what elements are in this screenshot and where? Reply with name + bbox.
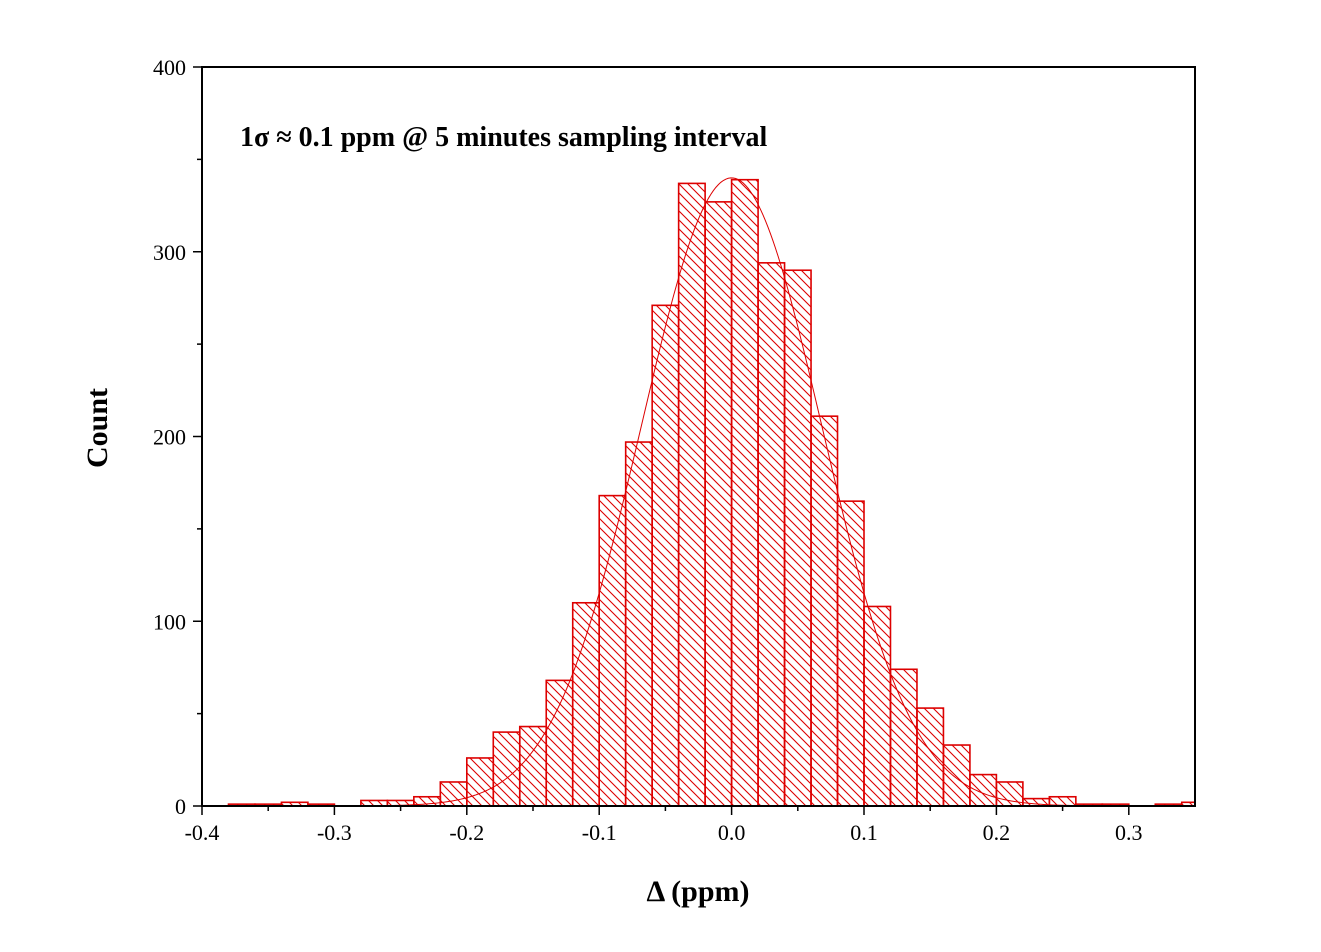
histogram-bar-14: [624, 441, 653, 806]
histogram-bar-8: [465, 757, 495, 806]
histogram-bar-11: [545, 679, 574, 806]
y-tick-label: 100: [153, 609, 186, 634]
histogram-bar-24: [889, 668, 918, 806]
x-axis-title: Δ (ppm): [647, 875, 750, 908]
histogram-bar-16: [677, 182, 706, 806]
sigma-annotation: 1σ ≈ 0.1 ppm @ 5 minutes sampling interv…: [240, 122, 767, 153]
histogram-bar-19: [757, 262, 786, 806]
histogram-bar-30: [1048, 795, 1077, 806]
x-axis-tick-labels: -0.4 -0.3 -0.2 -0.1 0.0 0.1 0.2 0.3: [185, 820, 1143, 845]
y-axis-title: Count: [81, 388, 114, 468]
histogram-bar-17: [704, 201, 733, 806]
histogram-bar-10: [518, 725, 548, 806]
histogram-bar-25: [916, 707, 945, 806]
histogram-bar-22: [836, 500, 865, 806]
x-tick-label: 0.0: [718, 820, 746, 845]
histogram-bar-34: [1180, 801, 1195, 806]
histogram-bar-12: [571, 601, 600, 806]
histogram-bar-20: [783, 269, 812, 806]
x-tick-label: 0.3: [1115, 820, 1143, 845]
x-tick-label: 0.1: [850, 820, 878, 845]
y-tick-label: 0: [175, 794, 186, 819]
x-tick-label: 0.2: [983, 820, 1011, 845]
y-axis-ticks: [193, 66, 202, 807]
x-tick-label: -0.4: [185, 820, 220, 845]
x-tick-label: -0.3: [317, 820, 352, 845]
y-tick-label: 200: [153, 425, 186, 450]
x-axis-ticks: [201, 806, 1130, 815]
histogram-bar-15: [651, 304, 680, 806]
histogram-bar-18: [730, 178, 759, 806]
y-tick-label: 300: [153, 240, 186, 265]
histogram-bar-26: [942, 744, 971, 806]
x-tick-label: -0.2: [449, 820, 484, 845]
x-tick-label: -0.1: [582, 820, 617, 845]
histogram-bars: [227, 178, 1195, 806]
histogram-bar-13: [598, 494, 627, 806]
y-tick-label: 400: [153, 55, 186, 80]
histogram-bar-27: [969, 773, 998, 806]
y-axis-tick-labels: 0 100 200 300 400: [153, 55, 186, 819]
histogram-bar-9: [492, 731, 521, 806]
